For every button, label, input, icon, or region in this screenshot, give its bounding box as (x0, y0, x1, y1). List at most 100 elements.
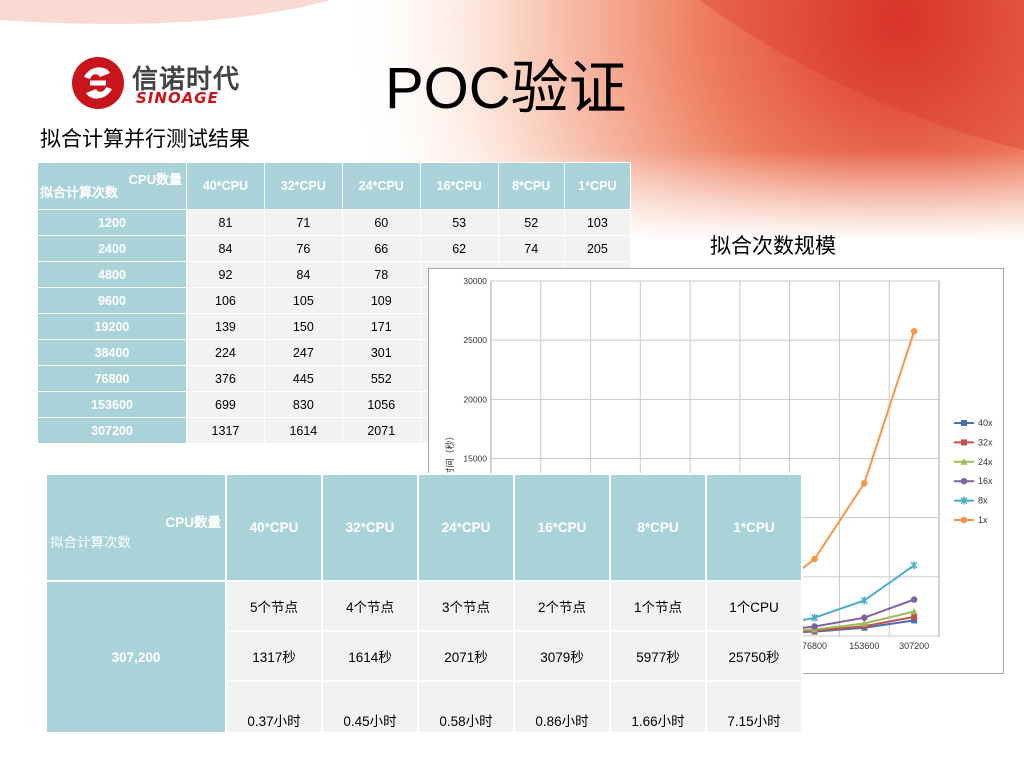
corner-label-count: 拟合计算次数 (40, 185, 119, 200)
table-cell: 1个CPU (705, 580, 803, 632)
table-cell: 0.86小时 (513, 680, 611, 734)
table-cell: 7.15小时 (705, 680, 803, 734)
table-cell: 224 (186, 339, 265, 366)
legend-label: 40x (978, 418, 993, 428)
table-cell: 5个节点 (225, 580, 323, 632)
table-cell: 699 (186, 391, 265, 418)
legend-label: 8x (978, 496, 988, 506)
table-cell: 66 (341, 235, 421, 262)
table-corner-header: CPU数量 拟合计算次数 (37, 162, 187, 210)
column-header: 40*CPU (186, 162, 265, 210)
y-tick-label: 25000 (463, 335, 487, 345)
data-point-8x (960, 496, 968, 505)
table-cell: 301 (341, 339, 421, 366)
row-header: 307200 (37, 417, 187, 444)
table-cell: 105 (263, 287, 343, 314)
column-header: 8*CPU (609, 473, 707, 582)
column-header: 1*CPU (563, 162, 632, 210)
table-cell: 1317 (186, 417, 265, 444)
table-cell: 109 (341, 287, 421, 314)
summary-row-label: 307,200 (45, 580, 227, 734)
column-header: 24*CPU (417, 473, 515, 582)
section-subtitle: 拟合计算并行测试结果 (40, 127, 250, 151)
table-cell: 5977秒 (609, 630, 707, 682)
row-header: 76800 (37, 365, 187, 392)
table-cell: 2个节点 (513, 580, 611, 632)
legend-label: 32x (978, 437, 993, 447)
column-header: 16*CPU (513, 473, 611, 582)
corner-label-cpu: CPU数量 (165, 515, 221, 530)
table-cell: 1614秒 (321, 630, 419, 682)
column-header: 16*CPU (419, 162, 499, 210)
column-header: 1*CPU (705, 473, 803, 582)
table-cell: 0.45小时 (321, 680, 419, 734)
logo-text-cn: 信诺时代 (132, 65, 241, 95)
data-point-16x (861, 614, 868, 621)
data-point-1x (960, 516, 968, 524)
table-cell: 52 (497, 209, 565, 236)
x-tick-label: 153600 (849, 641, 879, 651)
data-point-8x (811, 613, 819, 622)
table-cell: 84 (263, 261, 343, 288)
summary-header-row: CPU数量 拟合计算次数 40*CPU 32*CPU 24*CPU 16*CPU… (45, 473, 803, 582)
table-cell: 1056 (341, 391, 421, 418)
summary-table: CPU数量 拟合计算次数 40*CPU 32*CPU 24*CPU 16*CPU… (45, 473, 803, 734)
x-tick-label: 76800 (802, 641, 827, 651)
column-header: 32*CPU (321, 473, 419, 582)
legend-label: 16x (978, 476, 993, 486)
legend-label: 1x (978, 515, 988, 525)
x-tick-label: 307200 (899, 641, 929, 651)
table-cell: 76 (263, 235, 343, 262)
table-cell: 139 (186, 313, 265, 340)
data-point-8x (860, 596, 868, 605)
table-cell: 60 (341, 209, 421, 236)
row-header: 153600 (37, 391, 187, 418)
y-tick-label: 15000 (463, 454, 487, 464)
summary-row-hours: 0.37小时 0.45小时 0.58小时 0.86小时 1.66小时 7.15小… (46, 680, 803, 734)
sinoage-logo: 信诺时代 SINOAGE (70, 55, 250, 115)
data-point-1x (910, 327, 918, 335)
data-point-32x (961, 439, 967, 446)
table-cell: 247 (263, 339, 343, 366)
data-point-1x (861, 480, 868, 487)
table-cell: 4个节点 (321, 580, 419, 632)
data-point-16x (811, 623, 818, 630)
data-point-16x (960, 477, 968, 485)
row-header: 1200 (37, 209, 187, 236)
summary-row-nodes: 307,200 5个节点 4个节点 3个节点 2个节点 1个节点 1个CPU (45, 580, 803, 734)
column-header: 32*CPU (263, 162, 343, 210)
page-title: POC验证 (385, 56, 627, 121)
table-cell: 830 (263, 391, 343, 418)
table-cell: 53 (419, 209, 499, 236)
data-point-24x (860, 620, 868, 627)
table-cell: 171 (341, 313, 421, 340)
table-cell: 1317秒 (225, 630, 323, 682)
table-header-row: CPU数量 拟合计算次数 40*CPU 32*CPU 24*CPU 16*CPU… (37, 162, 632, 210)
table-cell: 150 (263, 313, 343, 340)
table-cell: 84 (186, 235, 265, 262)
table-cell: 71 (263, 209, 343, 236)
corner-label-count: 拟合计算次数 (50, 535, 131, 550)
table-cell: 78 (341, 261, 421, 288)
table-cell: 1个节点 (609, 580, 707, 632)
table-cell: 92 (186, 261, 265, 288)
data-point-40x (961, 420, 967, 426)
table-cell: 106 (186, 287, 265, 314)
column-header: 24*CPU (341, 162, 421, 210)
table-cell: 62 (419, 235, 499, 262)
data-point-24x (960, 458, 968, 465)
row-header: 2400 (37, 235, 187, 262)
table-cell: 25750秒 (705, 630, 803, 682)
table-row: 2400 84 76 66 62 74 205 (37, 235, 632, 262)
table-cell: 74 (497, 235, 565, 262)
table-cell: 552 (341, 365, 421, 392)
data-point-32x (911, 613, 918, 620)
data-point-8x (910, 561, 918, 570)
table-cell: 2071 (341, 417, 421, 444)
table-cell: 1.66小时 (609, 680, 707, 734)
row-header: 19200 (37, 313, 187, 340)
data-point-24x (910, 607, 918, 615)
row-header: 9600 (37, 287, 187, 314)
table-cell: 2071秒 (417, 630, 515, 682)
table-cell: 0.58小时 (417, 680, 515, 734)
